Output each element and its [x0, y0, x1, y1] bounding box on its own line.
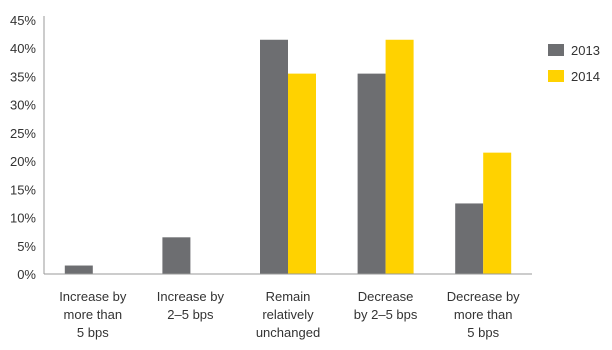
x-tick-label: more than: [64, 307, 123, 322]
y-tick-label: 25%: [10, 126, 36, 141]
x-tick-label: Decrease: [358, 289, 414, 304]
bar-2013-0: [64, 265, 93, 274]
x-tick-label: relatively: [262, 307, 314, 322]
x-tick-label: Decrease by: [447, 289, 520, 304]
legend-label-2014: 2014: [571, 69, 600, 84]
legend-label-2013: 2013: [571, 43, 600, 58]
y-tick-label: 45%: [10, 13, 36, 28]
legend-swatch-2014: [548, 70, 564, 82]
bar-2013-3: [357, 73, 386, 274]
bar-2013-1: [162, 237, 191, 274]
x-axis: Increase by more than 5 bps Increase by 2–5 …: [44, 273, 532, 340]
y-axis: 0% 5% 10% 15% 20% 25% 30% 35% 40% 45%: [10, 13, 45, 282]
y-tick-label: 35%: [10, 69, 36, 84]
x-tick-label: 5 bps: [467, 325, 499, 340]
legend-swatch-2013: [548, 44, 564, 56]
y-tick-label: 20%: [10, 154, 36, 169]
x-tick-label: 2–5 bps: [167, 307, 214, 322]
bar-2014-4: [483, 152, 512, 274]
x-tick-label: by 2–5 bps: [354, 307, 418, 322]
x-tick-label: Increase by: [157, 289, 225, 304]
bar-2013-4: [455, 203, 484, 274]
bar-2014-3: [385, 39, 414, 274]
y-tick-label: 0%: [17, 267, 36, 282]
y-tick-label: 10%: [10, 211, 36, 226]
x-tick-label: 5 bps: [77, 325, 109, 340]
x-tick-label: more than: [454, 307, 513, 322]
legend: 2013 2014: [548, 43, 600, 84]
y-tick-label: 30%: [10, 98, 36, 113]
x-tick-label: Remain: [266, 289, 311, 304]
y-tick-label: 40%: [10, 41, 36, 56]
x-tick-label: Increase by: [59, 289, 127, 304]
bar-2013-2: [260, 39, 288, 274]
bar-2014-2: [288, 73, 316, 274]
y-tick-label: 5%: [17, 239, 36, 254]
x-tick-label: unchanged: [256, 325, 320, 340]
bars: [64, 39, 512, 274]
y-tick-label: 15%: [10, 182, 36, 197]
